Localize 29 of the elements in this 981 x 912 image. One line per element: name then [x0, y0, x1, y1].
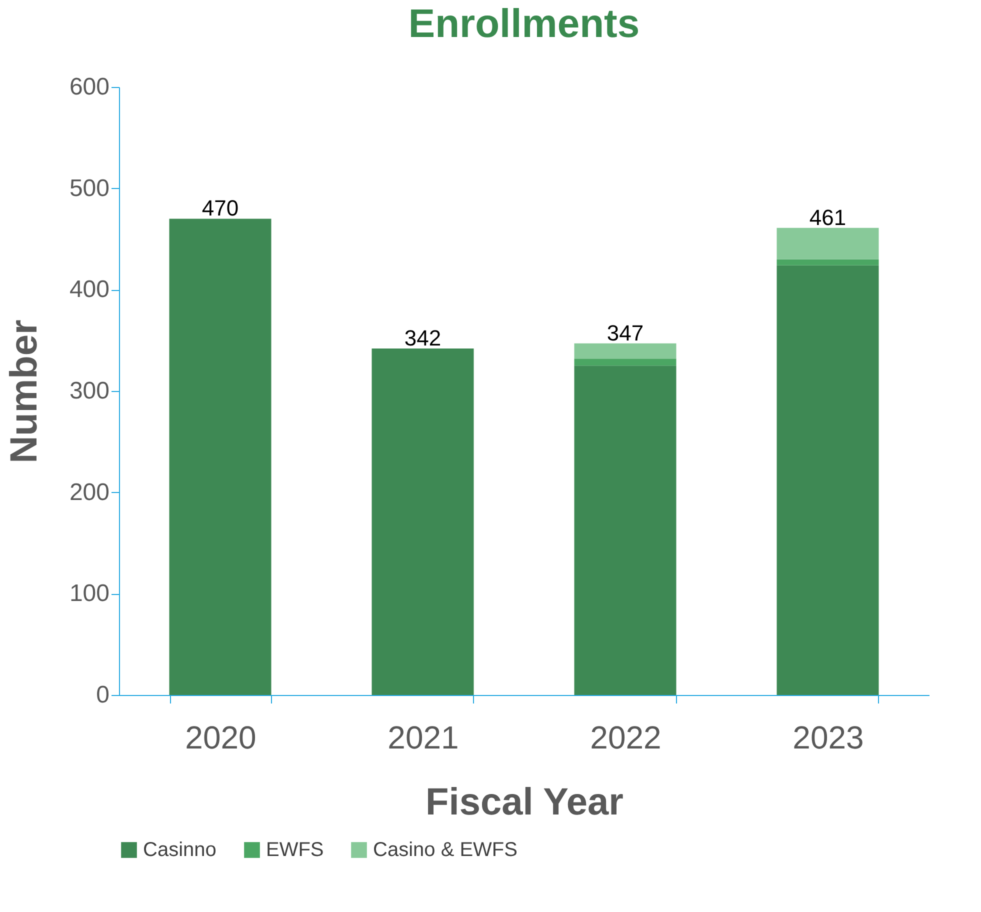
bar [169, 218, 272, 695]
bar [776, 228, 879, 260]
x-tick-label: 2023 [792, 720, 864, 756]
y-tick-label: 500 [69, 174, 110, 202]
x-tick-label: 2021 [388, 720, 459, 756]
total-label: 347 [606, 320, 644, 346]
chart-title: Enrollments [408, 2, 640, 46]
legend-label: Casino & EWFS [373, 839, 518, 861]
bar [776, 259, 879, 266]
bar [372, 348, 474, 695]
total-label: 342 [404, 325, 442, 350]
y-tick-label: 300 [69, 378, 110, 404]
x-tick-label: 2022 [590, 720, 662, 756]
total-label: 470 [202, 196, 239, 221]
y-tick-label: 200 [69, 478, 110, 506]
bar [776, 265, 879, 695]
bar [574, 366, 676, 695]
legend-label: EWFS [266, 839, 324, 861]
bar [574, 358, 676, 366]
y-tick-label: 600 [69, 74, 110, 100]
legend-label: Casinno [143, 839, 216, 861]
y-tick-label: 100 [69, 580, 110, 608]
bar [574, 343, 676, 359]
x-axis-title: Fiscal Year [426, 782, 624, 824]
y-tick-label: 0 [96, 682, 110, 708]
y-axis-title: Number [3, 320, 46, 464]
total-label: 461 [809, 204, 846, 230]
y-tick-label: 400 [69, 276, 110, 304]
x-tick-label: 2020 [185, 720, 256, 756]
